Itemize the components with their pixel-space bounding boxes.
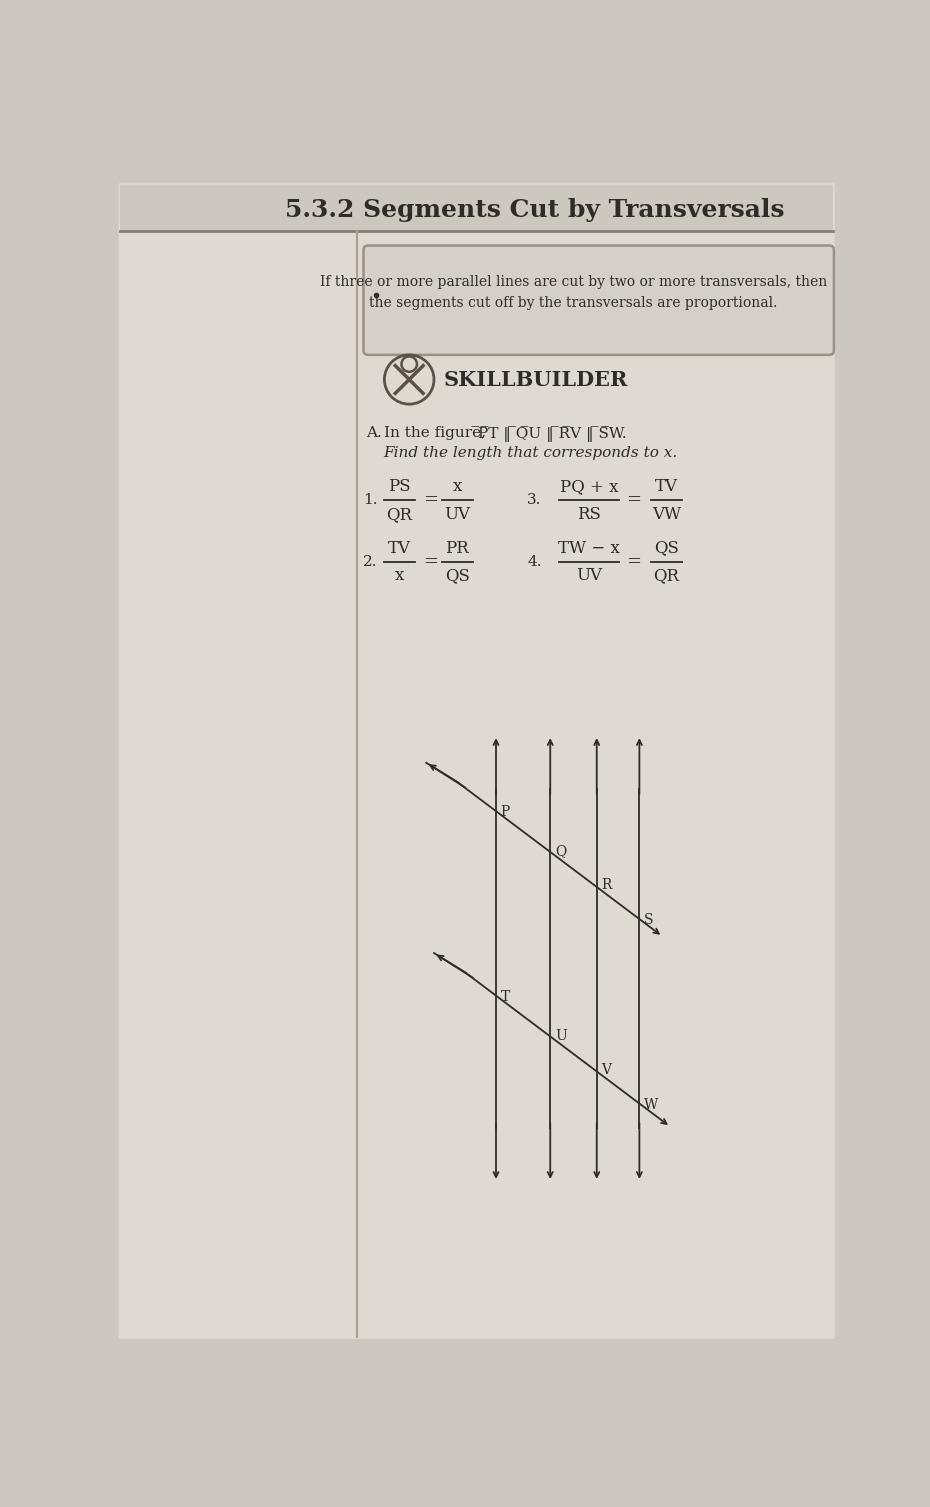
Text: =: = [627, 491, 642, 509]
FancyBboxPatch shape [364, 246, 834, 354]
Text: x: x [453, 478, 462, 494]
Text: Find the length that corresponds to x.: Find the length that corresponds to x. [383, 446, 678, 461]
Text: PR: PR [445, 540, 469, 556]
Text: x: x [394, 567, 404, 585]
Text: P: P [500, 805, 510, 820]
Text: 4.: 4. [527, 555, 541, 570]
Text: S: S [644, 913, 654, 927]
Text: 3.: 3. [527, 493, 541, 508]
Text: UV: UV [576, 567, 602, 585]
Text: If three or more parallel lines are cut by two or more transversals, then: If three or more parallel lines are cut … [320, 276, 827, 289]
Text: TV: TV [388, 540, 411, 556]
Text: UV: UV [445, 506, 471, 523]
Text: 5.3.2 Segments Cut by Transversals: 5.3.2 Segments Cut by Transversals [285, 197, 785, 222]
Text: QR: QR [654, 567, 680, 585]
Text: the segments cut off by the transversals are proportional.: the segments cut off by the transversals… [369, 295, 777, 309]
FancyBboxPatch shape [120, 185, 833, 231]
Text: Q: Q [555, 844, 566, 857]
Text: 2.: 2. [363, 555, 378, 570]
Text: TW − x: TW − x [558, 540, 620, 556]
Text: R: R [602, 879, 612, 892]
Text: U: U [555, 1029, 566, 1043]
FancyBboxPatch shape [119, 184, 834, 1338]
Text: T: T [500, 990, 510, 1004]
Text: SKILLBUILDER: SKILLBUILDER [444, 369, 628, 389]
Text: QS: QS [445, 567, 470, 585]
Text: RS: RS [577, 506, 601, 523]
Circle shape [389, 360, 430, 399]
Text: W: W [644, 1097, 658, 1112]
Text: QR: QR [386, 506, 412, 523]
Text: V: V [602, 1064, 611, 1078]
Text: TV: TV [655, 478, 678, 494]
Text: =: = [627, 553, 642, 571]
Text: 1.: 1. [363, 493, 378, 508]
Text: =: = [423, 491, 438, 509]
Text: =: = [423, 553, 438, 571]
Text: In the figure,: In the figure, [383, 425, 485, 440]
Text: QS: QS [654, 540, 679, 556]
Text: VW: VW [652, 506, 681, 523]
Text: A.: A. [365, 425, 381, 440]
Text: ̅P̅T ‖ ̅Q̅U ‖ ̅R̅V ‖ ̅S̅W.: ̅P̅T ‖ ̅Q̅U ‖ ̅R̅V ‖ ̅S̅W. [479, 425, 628, 442]
Text: PQ + x: PQ + x [560, 478, 618, 494]
Text: PS: PS [388, 478, 410, 494]
